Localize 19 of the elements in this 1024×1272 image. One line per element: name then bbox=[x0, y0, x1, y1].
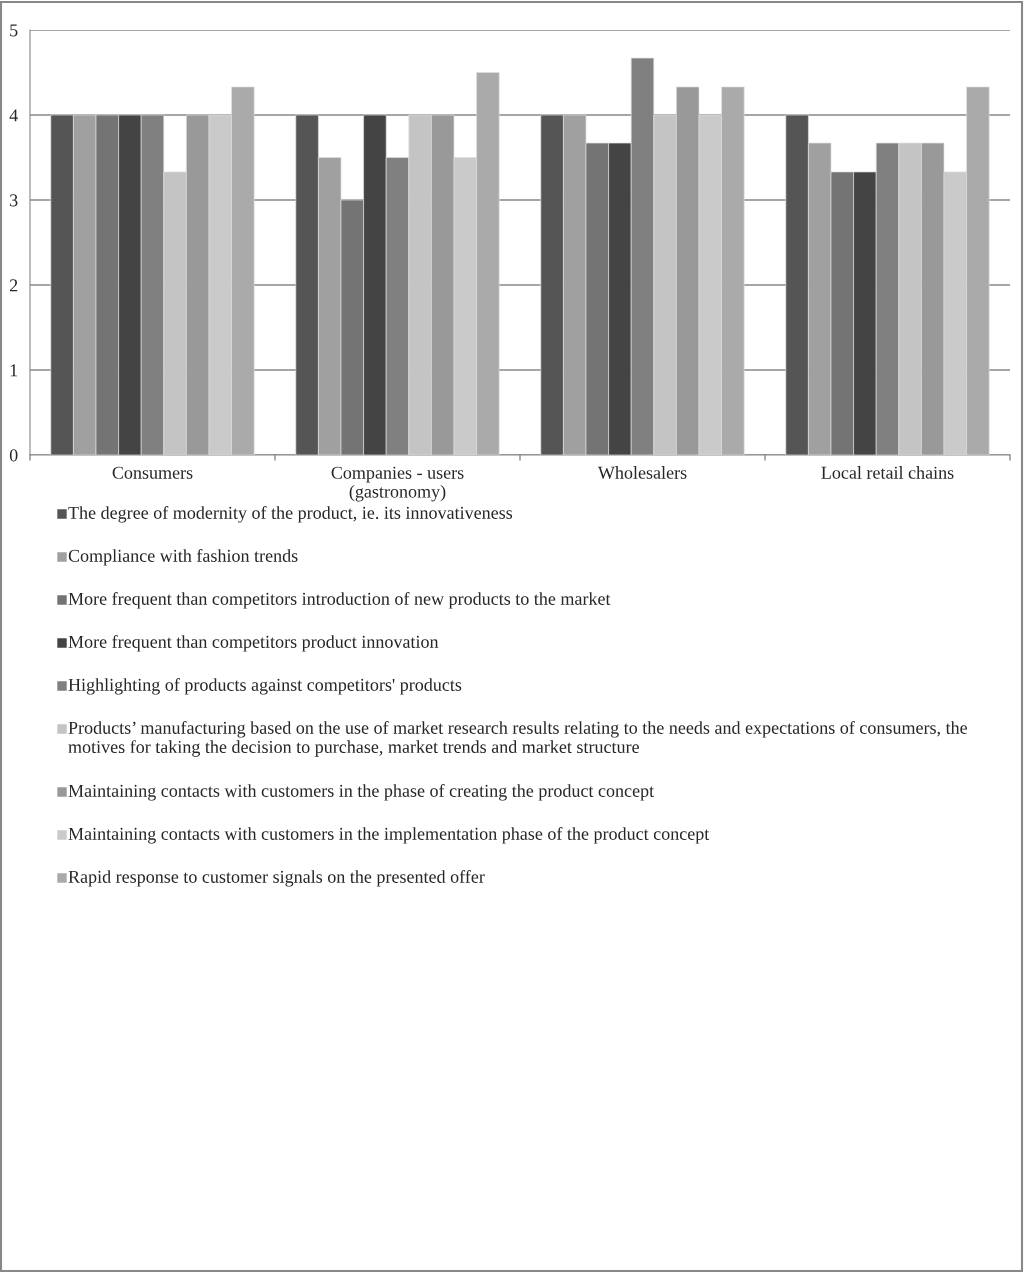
x-tick-label: Local retail chains bbox=[821, 466, 954, 479]
x-tick-label: Consumers bbox=[112, 466, 193, 479]
y-tick-label: 1 bbox=[10, 364, 18, 377]
x-tick-label: Companies - users (gastronomy) bbox=[331, 466, 464, 502]
y-tick-label: 0 bbox=[9, 449, 18, 462]
legend-label: Maintaining contacts with customers in the implementation phase of the product concept bbox=[68, 827, 710, 844]
legend-label: Maintaining contacts with customers in the phase of creating the product concept bbox=[68, 784, 655, 801]
legend-label: Highlighting of products against competitors' products bbox=[68, 678, 462, 695]
legend-label: Compliance with fashion trends bbox=[68, 549, 298, 566]
legend-label: Products’ manufacturing based on the use of market research results relating to the needs and expectations of consumers, the motives for taking the decision to purchase, market trends and market structure bbox=[68, 721, 968, 757]
legend-label: More frequent than competitors product innovation bbox=[68, 635, 439, 652]
y-tick-label: 2 bbox=[9, 279, 18, 292]
y-tick-label: 4 bbox=[9, 109, 18, 122]
y-tick-label: 5 bbox=[10, 24, 18, 37]
legend-label: More frequent than competitors introduction of new products to the market bbox=[68, 592, 611, 609]
x-tick-label: Wholesalers bbox=[597, 466, 687, 479]
legend-label: Rapid response to customer signals on the presented offer bbox=[68, 870, 485, 887]
legend-label: The degree of modernity of the product, ie. its innovativeness bbox=[68, 506, 513, 523]
y-tick-label: 3 bbox=[10, 194, 18, 207]
